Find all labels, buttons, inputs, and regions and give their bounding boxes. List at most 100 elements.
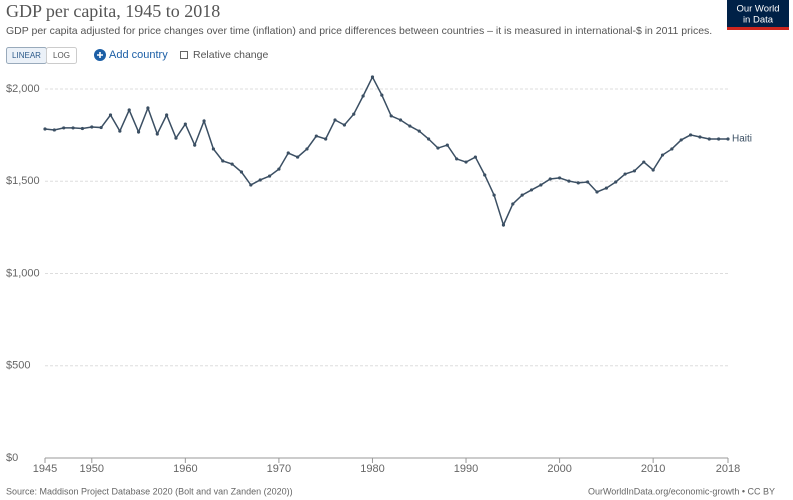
x-tick-label: 2000 xyxy=(547,463,571,475)
y-tick-label: $2,000 xyxy=(6,83,40,95)
point xyxy=(651,168,655,172)
point xyxy=(146,106,150,110)
y-tick-label: $500 xyxy=(6,360,30,372)
point xyxy=(305,147,309,151)
point xyxy=(660,153,665,157)
x-tick-label: 1990 xyxy=(454,463,478,475)
point xyxy=(623,172,627,176)
point xyxy=(324,137,328,141)
point xyxy=(586,180,590,184)
logo-text: Our World xyxy=(736,4,779,15)
point xyxy=(567,179,571,183)
point xyxy=(614,180,618,184)
point xyxy=(436,146,440,150)
point xyxy=(183,122,187,126)
point xyxy=(604,186,608,190)
point xyxy=(464,160,468,164)
logo-text: in Data xyxy=(743,15,774,26)
point xyxy=(71,126,75,130)
point xyxy=(398,118,403,122)
source: Source: Maddison Project Database 2020 (… xyxy=(6,486,293,496)
add-icon-plus xyxy=(97,52,103,58)
point xyxy=(380,93,384,97)
point xyxy=(314,134,318,138)
point xyxy=(520,193,524,197)
y-tick-label: $0 xyxy=(6,452,18,464)
x-tick-label: 1970 xyxy=(267,463,291,475)
point xyxy=(511,202,515,206)
point xyxy=(193,143,197,147)
point xyxy=(258,178,262,182)
url[interactable]: OurWorldInData.org/economic-growth • CC … xyxy=(588,486,775,496)
x-tick-label: 1950 xyxy=(80,463,104,475)
point xyxy=(726,137,730,141)
point xyxy=(165,113,169,117)
point xyxy=(136,130,141,134)
x-tick-label: 1945 xyxy=(33,463,57,475)
series-line xyxy=(44,75,728,228)
point xyxy=(483,173,487,177)
x-tick-label: 2010 xyxy=(641,463,665,475)
point xyxy=(211,147,216,151)
series-label: Haiti xyxy=(732,134,752,145)
point xyxy=(389,114,393,118)
point xyxy=(267,174,272,178)
point xyxy=(277,167,281,171)
point xyxy=(455,157,459,161)
point xyxy=(296,155,300,159)
point xyxy=(239,170,244,174)
point xyxy=(127,108,131,112)
point xyxy=(529,188,534,192)
checkbox[interactable] xyxy=(180,51,188,59)
point xyxy=(642,160,646,164)
point xyxy=(361,94,365,98)
point xyxy=(548,177,552,181)
point xyxy=(62,126,66,130)
point xyxy=(688,133,693,137)
point xyxy=(174,136,178,140)
point xyxy=(670,147,674,151)
point xyxy=(501,223,506,227)
point xyxy=(90,125,94,129)
point xyxy=(632,169,637,173)
point xyxy=(445,143,449,147)
add-country[interactable]: Add country xyxy=(109,49,168,61)
point xyxy=(118,129,122,133)
point xyxy=(286,151,290,155)
point xyxy=(473,155,477,159)
point xyxy=(155,132,159,136)
logo[interactable] xyxy=(727,0,789,30)
x-tick-label: 1980 xyxy=(360,463,384,475)
point xyxy=(333,118,337,122)
log-label: LOG xyxy=(53,51,70,60)
log-button[interactable] xyxy=(46,47,77,64)
point xyxy=(80,126,85,131)
point xyxy=(108,113,113,117)
point xyxy=(221,159,225,163)
point xyxy=(698,135,702,139)
point xyxy=(202,119,206,123)
point xyxy=(717,137,721,141)
logo-bar xyxy=(727,27,789,30)
y-tick-label: $1,500 xyxy=(6,175,40,187)
point xyxy=(539,183,543,187)
point xyxy=(576,181,580,185)
point xyxy=(408,124,412,128)
point xyxy=(417,129,421,133)
point xyxy=(249,183,253,187)
x-tick-label: 1960 xyxy=(173,463,197,475)
point xyxy=(679,138,683,142)
point xyxy=(99,125,103,130)
point xyxy=(342,123,346,127)
point xyxy=(595,190,599,194)
relative-change[interactable]: Relative change xyxy=(193,49,268,61)
point xyxy=(370,75,375,79)
chart-subtitle: GDP per capita adjusted for price change… xyxy=(6,25,712,37)
linear-label: LINEAR xyxy=(12,51,41,60)
x-tick-label: 2018 xyxy=(716,463,740,475)
chart-title: GDP per capita, 1945 to 2018 xyxy=(6,1,220,21)
y-tick-label: $1,000 xyxy=(6,267,40,279)
point xyxy=(52,128,56,132)
point xyxy=(492,193,496,197)
